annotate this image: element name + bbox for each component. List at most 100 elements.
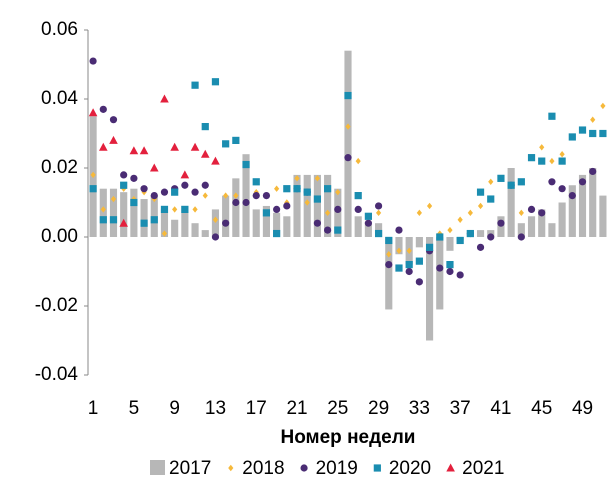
point (559, 151, 565, 158)
point (233, 192, 239, 199)
bar (232, 178, 240, 237)
bar (242, 154, 250, 237)
point (354, 205, 362, 213)
bar (415, 237, 423, 248)
point (436, 264, 444, 272)
x-tick-label: 1 (88, 398, 99, 419)
point (222, 219, 230, 227)
point (457, 216, 463, 223)
point (191, 81, 199, 89)
point (517, 178, 525, 186)
bar (344, 50, 352, 238)
point (487, 233, 495, 241)
x-tick-label: 33 (409, 398, 430, 419)
point (99, 105, 107, 113)
bar (548, 223, 556, 237)
bar (578, 174, 587, 237)
point (599, 129, 607, 138)
bar (303, 174, 311, 237)
point (88, 108, 98, 117)
point (395, 226, 403, 234)
point (161, 230, 168, 237)
bar (181, 205, 189, 237)
point (386, 251, 392, 258)
bar (568, 185, 576, 237)
y-tick-label: 0.00 (41, 226, 78, 247)
point (119, 218, 128, 227)
point (192, 206, 198, 213)
point (415, 257, 423, 265)
point (375, 209, 382, 217)
bar (120, 192, 128, 237)
point (456, 271, 464, 279)
x-tick-label: 45 (531, 398, 552, 419)
point (89, 57, 97, 65)
point (466, 229, 474, 238)
point (109, 116, 118, 124)
point (99, 216, 107, 224)
point (334, 226, 342, 234)
point (518, 209, 524, 217)
point (568, 133, 576, 141)
legend-label: 2020 (389, 458, 431, 479)
point (436, 233, 444, 241)
point (303, 188, 311, 196)
point (589, 167, 597, 176)
point (313, 195, 322, 203)
point (344, 91, 352, 100)
point (426, 202, 433, 210)
bar (385, 237, 393, 310)
point (385, 236, 393, 245)
point (190, 142, 200, 151)
point (476, 188, 485, 196)
bar (395, 237, 403, 255)
point (373, 464, 381, 472)
point (578, 178, 587, 186)
bar (252, 209, 260, 237)
point (334, 205, 342, 213)
point (273, 205, 281, 213)
point (201, 181, 209, 189)
point (600, 102, 606, 110)
point (211, 78, 220, 86)
y-tick-label: -0.04 (35, 364, 79, 385)
point (589, 129, 597, 138)
point (396, 247, 402, 254)
point (344, 154, 352, 162)
point (477, 202, 484, 210)
point (110, 195, 117, 203)
bar (211, 209, 220, 237)
legend-label: 2017 (169, 458, 211, 479)
point (90, 171, 96, 179)
bar (527, 216, 536, 237)
bar (160, 209, 169, 237)
point (160, 188, 169, 196)
point (497, 174, 505, 182)
point (446, 463, 455, 472)
point (160, 94, 169, 103)
bar (507, 168, 515, 237)
bar (109, 188, 118, 237)
bar (599, 195, 607, 237)
point (130, 174, 138, 182)
point (415, 278, 423, 286)
point (140, 185, 148, 193)
point (180, 170, 190, 179)
point (223, 192, 229, 199)
x-tick-label: 17 (246, 398, 267, 419)
legend-swatch (150, 460, 165, 475)
point (109, 135, 118, 144)
point (578, 126, 587, 134)
point (201, 123, 209, 131)
point (172, 206, 178, 213)
point (558, 185, 566, 193)
bar (476, 230, 485, 237)
point (130, 198, 138, 207)
x-tick-label: 9 (169, 398, 180, 419)
point (160, 205, 169, 213)
point (395, 264, 403, 272)
legend-label: 2018 (242, 458, 284, 479)
point (345, 123, 351, 130)
point (405, 267, 413, 276)
point (283, 202, 291, 210)
